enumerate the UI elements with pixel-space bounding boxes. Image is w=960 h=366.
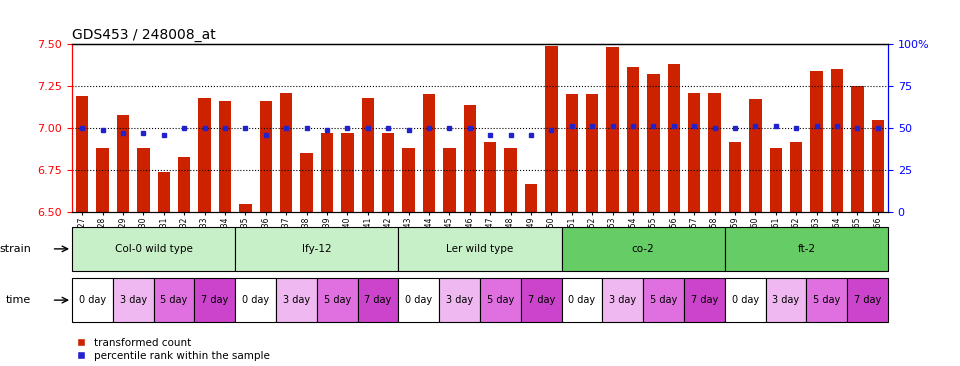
Text: 5 day: 5 day	[487, 295, 514, 305]
Text: 7 day: 7 day	[202, 295, 228, 305]
Bar	[317, 278, 357, 322]
Bar	[259, 101, 272, 212]
Text: 7 day: 7 day	[691, 295, 718, 305]
Bar	[852, 86, 864, 212]
Bar	[565, 94, 578, 212]
Legend: transformed count, percentile rank within the sample: transformed count, percentile rank withi…	[77, 338, 270, 361]
Text: 7 day: 7 day	[365, 295, 392, 305]
Text: ft-2: ft-2	[798, 244, 815, 254]
Bar	[398, 227, 562, 271]
Text: 7 day: 7 day	[528, 295, 555, 305]
Text: 3 day: 3 day	[283, 295, 310, 305]
Bar	[195, 278, 235, 322]
Bar	[607, 47, 619, 212]
Bar	[440, 278, 480, 322]
Bar	[96, 148, 108, 212]
Text: 0 day: 0 day	[242, 295, 269, 305]
Text: 5 day: 5 day	[813, 295, 840, 305]
Bar	[790, 142, 803, 212]
Bar	[239, 204, 252, 212]
Text: 5 day: 5 day	[650, 295, 677, 305]
Bar	[643, 278, 684, 322]
Bar	[300, 153, 313, 212]
Text: 0 day: 0 day	[568, 295, 595, 305]
Bar	[464, 105, 476, 212]
Bar	[480, 278, 521, 322]
Bar	[342, 133, 353, 212]
Text: 5 day: 5 day	[324, 295, 350, 305]
Bar	[422, 94, 435, 212]
Bar	[688, 93, 701, 212]
Bar	[545, 46, 558, 212]
Bar	[603, 278, 643, 322]
Text: 3 day: 3 day	[610, 295, 636, 305]
Bar	[684, 278, 725, 322]
Bar	[525, 184, 538, 212]
Bar	[770, 148, 782, 212]
Bar	[708, 93, 721, 212]
Text: lfy-12: lfy-12	[302, 244, 331, 254]
Bar	[199, 98, 211, 212]
Bar	[362, 98, 373, 212]
Bar	[810, 71, 823, 212]
Text: 7 day: 7 day	[854, 295, 881, 305]
Bar	[766, 278, 806, 322]
Bar	[280, 93, 292, 212]
Bar	[137, 148, 150, 212]
Bar	[402, 148, 415, 212]
Bar	[562, 278, 603, 322]
Bar	[505, 148, 516, 212]
Bar	[729, 142, 741, 212]
Bar	[667, 64, 680, 212]
Bar	[382, 133, 395, 212]
Bar	[627, 67, 639, 212]
Text: 0 day: 0 day	[405, 295, 432, 305]
Bar	[647, 74, 660, 212]
Bar	[521, 278, 562, 322]
Bar	[235, 278, 276, 322]
Bar	[562, 227, 725, 271]
Bar	[72, 278, 113, 322]
Text: 0 day: 0 day	[732, 295, 758, 305]
Text: Col-0 wild type: Col-0 wild type	[114, 244, 193, 254]
Bar	[157, 172, 170, 212]
Text: co-2: co-2	[632, 244, 655, 254]
Text: 5 day: 5 day	[160, 295, 187, 305]
Bar	[725, 227, 888, 271]
Text: 3 day: 3 day	[446, 295, 473, 305]
Text: strain: strain	[0, 244, 31, 254]
Bar	[117, 115, 129, 212]
Bar	[872, 120, 884, 212]
Bar	[848, 278, 888, 322]
Text: Ler wild type: Ler wild type	[446, 244, 514, 254]
Text: 3 day: 3 day	[120, 295, 147, 305]
Bar	[444, 148, 455, 212]
Bar	[113, 278, 154, 322]
Bar	[484, 142, 496, 212]
Bar	[321, 133, 333, 212]
Bar	[806, 278, 848, 322]
Bar	[219, 101, 231, 212]
Bar	[178, 157, 190, 212]
Bar	[750, 100, 761, 212]
Bar	[72, 227, 235, 271]
Bar	[154, 278, 195, 322]
Bar	[830, 69, 843, 212]
Bar	[398, 278, 440, 322]
Text: time: time	[6, 295, 31, 305]
Bar	[235, 227, 398, 271]
Bar	[76, 96, 88, 212]
Bar	[725, 278, 766, 322]
Text: GDS453 / 248008_at: GDS453 / 248008_at	[72, 28, 216, 42]
Text: 0 day: 0 day	[79, 295, 106, 305]
Bar	[357, 278, 398, 322]
Text: 3 day: 3 day	[773, 295, 800, 305]
Bar	[586, 94, 598, 212]
Bar	[276, 278, 317, 322]
